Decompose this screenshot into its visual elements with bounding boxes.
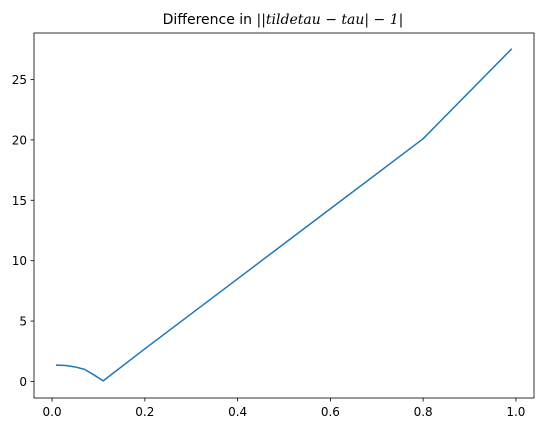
- x-tick-label: 0.2: [135, 405, 154, 419]
- y-tick-label: 20: [12, 133, 27, 147]
- x-tick-label: 1.0: [506, 405, 525, 419]
- axes-frame: [33, 32, 535, 399]
- y-tick-label: 25: [12, 73, 27, 87]
- y-tick-label: 10: [12, 254, 27, 268]
- x-tick-label: 0.6: [321, 405, 340, 419]
- series-line: [55, 48, 513, 382]
- y-tick-label: 5: [19, 315, 27, 329]
- chart-title: Difference in ||tildetau − tau| − 1|: [163, 12, 404, 28]
- x-tick-label: 0.0: [43, 405, 62, 419]
- x-axis: 0.0 0.2 0.4 0.6 0.8 1.0: [43, 398, 525, 419]
- y-axis: 0 5 10 15 20 25: [12, 73, 34, 389]
- plot-area: 0.0 0.2 0.4 0.6 0.8 1.0 0 5 10 15 20 25: [12, 32, 535, 419]
- x-tick-label: 0.8: [414, 405, 433, 419]
- series-layer: [55, 48, 513, 382]
- chart-title-prefix: Difference in: [163, 12, 257, 28]
- y-tick-label: 15: [12, 194, 27, 208]
- x-tick-label: 0.4: [228, 405, 247, 419]
- y-tick-label: 0: [19, 375, 27, 389]
- chart-title-math: ||tildetau − tau| − 1|: [257, 12, 404, 28]
